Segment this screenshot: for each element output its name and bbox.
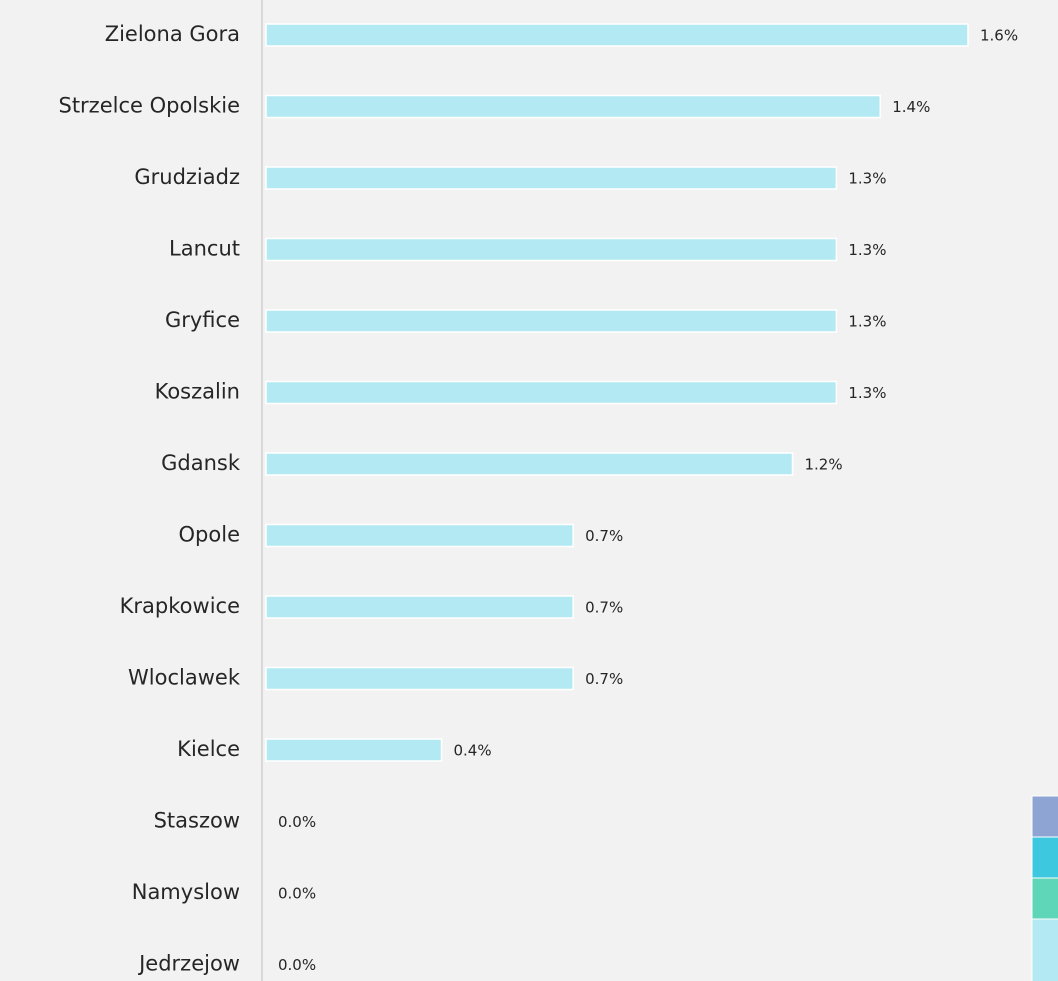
value-label: 0.4% [454, 742, 492, 760]
bar [265, 166, 838, 190]
bar [265, 309, 838, 333]
legend-fragment [1031, 795, 1058, 981]
category-label: Opole [179, 523, 240, 547]
value-label: 1.2% [805, 456, 843, 474]
bar [265, 23, 969, 47]
category-label: Staszow [154, 809, 240, 833]
legend-swatch [1031, 918, 1058, 981]
value-label: 0.0% [278, 813, 316, 831]
value-label: 0.7% [585, 599, 623, 617]
value-label: 1.3% [848, 241, 886, 259]
bar [265, 738, 443, 762]
value-label: 0.7% [585, 527, 623, 545]
bar [265, 380, 838, 405]
bar [265, 523, 574, 548]
bar [265, 94, 881, 119]
legend-swatch [1031, 877, 1058, 920]
category-label: Grudziadz [134, 165, 240, 189]
value-label: 1.3% [848, 170, 886, 188]
category-label: Namyslow [132, 880, 240, 904]
value-label: 1.4% [892, 98, 930, 116]
category-label: Jedrzejow [137, 952, 240, 976]
category-label: Lancut [169, 237, 240, 261]
value-label: 0.7% [585, 670, 623, 688]
bar [265, 666, 574, 691]
bar [265, 237, 838, 262]
value-label: 1.6% [980, 27, 1018, 45]
category-label: Kielce [177, 737, 240, 761]
legend-swatch [1031, 795, 1058, 838]
legend-swatch [1031, 836, 1058, 879]
category-label: Wloclawek [128, 666, 241, 690]
value-label: 1.3% [848, 313, 886, 331]
bar [265, 452, 794, 476]
category-label: Zielona Gora [105, 22, 240, 46]
value-label: 0.0% [278, 956, 316, 974]
category-label: Strzelce Opolskie [58, 94, 240, 118]
category-label: Gdansk [161, 451, 241, 475]
value-label: 1.3% [848, 384, 886, 402]
bar [265, 595, 574, 619]
category-label: Koszalin [155, 380, 240, 404]
category-label: Gryfice [165, 308, 240, 332]
value-label: 0.0% [278, 885, 316, 903]
category-label: Krapkowice [120, 594, 240, 618]
